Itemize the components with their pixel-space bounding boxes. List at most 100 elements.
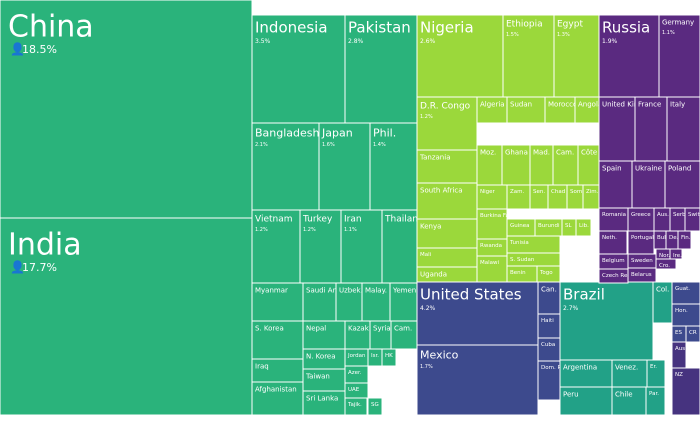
treemap-rect-vietnam — [251, 209, 301, 284]
treemap-cell-chad: Chad — [547, 184, 568, 210]
treemap-rect-poland — [664, 160, 700, 209]
treemap-cell-cr: CR — [685, 325, 700, 343]
treemap-cell-phil: Phil. 1.4% — [369, 122, 418, 211]
treemap-label-n-korea: N. Korea — [306, 353, 336, 361]
treemap-label-kenya: Kenya — [420, 223, 441, 231]
treemap-cell-afghanistan: Afghanistan — [251, 381, 304, 416]
treemap-label-india: India — [8, 228, 82, 263]
treemap-rect-fin — [677, 230, 692, 250]
treemap-rect-thailand — [381, 209, 418, 284]
treemap-cell-india: India👤17.7% — [0, 217, 253, 416]
treemap-rect-phil — [369, 122, 418, 211]
treemap-label-jordan: Jordan — [347, 353, 366, 359]
treemap-label-afghanistan: Afghanistan — [255, 386, 297, 394]
treemap-cell-haiti: Haiti — [537, 313, 561, 339]
treemap-rect-brazil — [559, 281, 654, 361]
treemap-cell-russia: Russia 1.9% — [598, 14, 660, 98]
treemap-value-indonesia: 3.5% — [255, 38, 271, 45]
treemap-label-chile: Chile — [615, 391, 633, 399]
treemap-cell-saudi-arabia: Saudi Arabia — [302, 282, 350, 322]
treemap-rect-s-korea — [251, 320, 304, 360]
treemap-label-nepal: Nepal — [306, 325, 326, 333]
treemap-value-ethiopia: 1.5% — [506, 32, 519, 38]
treemap-label-mali: Mali — [420, 252, 432, 258]
treemap-label-united-states: United States — [420, 285, 522, 303]
treemap-value-brazil: 2.7% — [563, 305, 579, 312]
treemap-cell-s-korea: S. Korea — [251, 320, 304, 360]
treemap-label-nz: NZ — [675, 372, 683, 378]
treemap-cell-fin: Fin. — [677, 230, 692, 250]
treemap-rect-russia — [598, 14, 660, 98]
treemap-cell-belgium: Belgium — [598, 253, 629, 270]
treemap-label-serb: Serb. — [673, 212, 688, 218]
treemap-rect-united-kingdom — [598, 96, 636, 162]
treemap-label-saudi-arabia: Saudi Arabia — [306, 287, 350, 295]
treemap-label-col: Col. — [656, 286, 669, 294]
treemap-rect-venez — [611, 359, 648, 388]
treemap-label-spain: Spain — [602, 165, 622, 173]
treemap-label-malay: Malay. — [365, 287, 387, 295]
treemap-label-azer: Azer. — [348, 370, 362, 376]
treemap-value-turkey: 1.2% — [303, 227, 316, 233]
treemap-rect-mexico — [416, 344, 539, 416]
treemap-label-swit: Swit. — [688, 212, 700, 218]
treemap-cell-germany: Germany 1.1% — [658, 14, 700, 98]
treemap-rect-sg — [367, 397, 383, 416]
treemap-label-indonesia: Indonesia — [255, 18, 328, 36]
treemap-rect-malawi — [476, 255, 508, 283]
treemap-cell-par: Par. — [645, 386, 666, 416]
treemap-label-yemen: Yemen — [392, 287, 416, 295]
treemap-cell-nepal: Nepal — [302, 320, 346, 350]
treemap-label-romania: Romania — [602, 212, 626, 218]
treemap-label-mad: Mad. — [533, 149, 550, 157]
treemap-rect-argentina — [559, 359, 613, 388]
treemap-rect-nepal — [302, 320, 346, 350]
treemap-cell-china: China👤18.5% — [0, 0, 253, 219]
treemap-rect-nigeria — [416, 14, 504, 98]
treemap-cell-mad: Mad. — [529, 144, 554, 186]
treemap-cell-peru: Peru — [559, 386, 613, 416]
treemap-label-sri-lanka: Sri Lanka — [306, 395, 338, 403]
treemap-rect-china — [0, 0, 253, 219]
treemap-label-nigeria: Nigeria — [420, 18, 474, 36]
treemap-cell-cam: Cam. — [390, 320, 418, 350]
treemap-label-sudan: Sudan — [510, 101, 532, 109]
treemap-label-aus: Aus. — [657, 212, 669, 218]
treemap-cell-aus: Aus. — [671, 341, 687, 369]
treemap-label-egypt: Egypt — [557, 20, 583, 30]
treemap-label-brazil: Brazil — [563, 285, 605, 303]
treemap-label-uzbek: Uzbek. — [339, 287, 363, 295]
treemap-label-can: Can. — [541, 286, 557, 294]
treemap-cell-rwanda: Rwanda — [476, 238, 508, 257]
treemap-label-burkina-faso: Burkina Faso — [480, 213, 516, 219]
treemap-label-south-africa: South Africa — [420, 187, 463, 195]
treemap-value-russia: 1.9% — [602, 38, 618, 45]
treemap-cell-thailand: Thailand — [381, 209, 424, 284]
treemap-cell-ukraine: Ukraine — [631, 160, 666, 209]
treemap-label-china: China — [8, 10, 94, 45]
treemap-label-s-sudan: S. Sudan — [510, 257, 535, 263]
treemap-cell-col: Col. — [652, 281, 673, 324]
treemap-label-thailand: Thailand — [384, 215, 424, 225]
treemap-cell-sri-lanka: Sri Lanka — [302, 390, 346, 416]
treemap-cell-isr: Isr. — [367, 348, 383, 367]
treemap-rect-italy — [666, 96, 700, 162]
treemap-rect-south-africa — [416, 182, 478, 220]
treemap-label-burundi: Burundi — [538, 223, 560, 229]
treemap-cell-er: Er. — [646, 359, 666, 388]
treemap-label-guinea: Guinea — [510, 223, 530, 229]
treemap-label-iran: Iran — [344, 215, 362, 225]
treemap-rect-tajik — [344, 397, 368, 416]
treemap-rect-ethiopia — [502, 14, 555, 98]
treemap-rect-ghana — [501, 144, 531, 186]
treemap-cell-guat: Guat. — [671, 281, 700, 305]
treemap-label-s-korea: S. Korea — [255, 325, 284, 333]
treemap-value-germany: 1.1% — [662, 30, 675, 36]
treemap-label-togo: Togo — [539, 270, 553, 276]
treemap-label-pakistan: Pakistan — [348, 18, 411, 36]
treemap-cell-s-sudan: S. Sudan — [506, 252, 561, 267]
treemap-label-isr: Isr. — [371, 353, 379, 359]
treemap-label-tunisia: Tunisia — [509, 240, 529, 246]
treemap-label-tajik: Tajik. — [347, 402, 362, 408]
treemap-label-belarus: Belarus — [631, 272, 652, 278]
